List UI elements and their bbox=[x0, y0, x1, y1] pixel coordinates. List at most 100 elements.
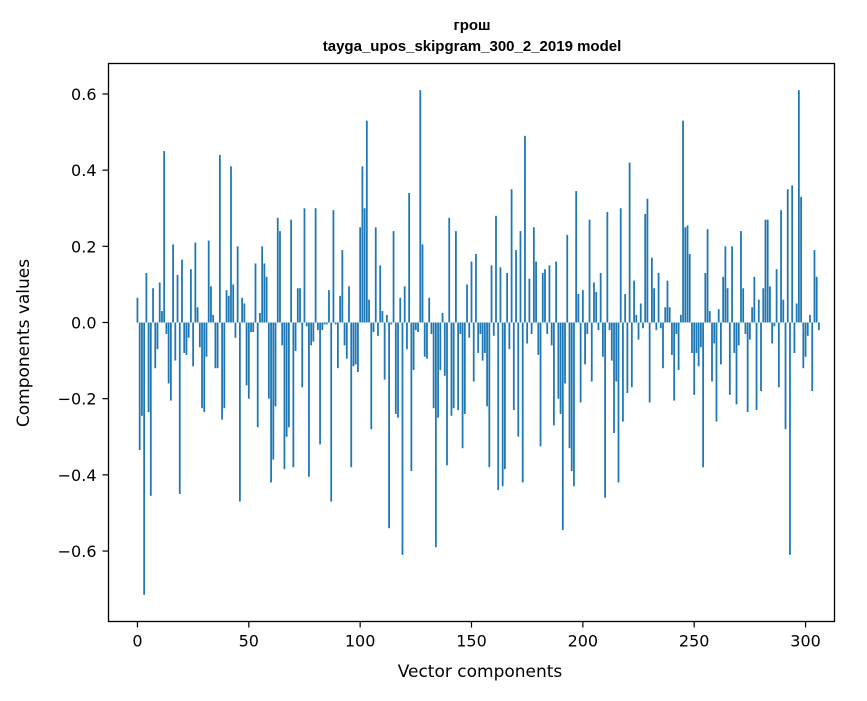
bar-0 bbox=[136, 297, 139, 323]
bar-258 bbox=[711, 322, 713, 382]
x-tick-label-150: 150 bbox=[456, 632, 487, 651]
bar-74 bbox=[301, 322, 304, 388]
bar-6 bbox=[149, 322, 152, 496]
bar-206 bbox=[595, 292, 598, 323]
bar-92 bbox=[341, 250, 344, 323]
y-tick-label-4: 0.2 bbox=[71, 237, 96, 256]
bar-217 bbox=[619, 208, 622, 323]
bar-162 bbox=[497, 322, 500, 491]
bar-202 bbox=[586, 322, 589, 334]
bar-289 bbox=[780, 210, 782, 323]
bar-279 bbox=[757, 299, 760, 323]
bar-210 bbox=[604, 322, 607, 498]
bar-103 bbox=[365, 120, 368, 323]
bar-79 bbox=[312, 322, 315, 342]
bar-1 bbox=[138, 322, 141, 451]
bar-278 bbox=[755, 322, 758, 411]
bar-125 bbox=[414, 322, 417, 331]
bar-101 bbox=[361, 166, 364, 323]
bar-36 bbox=[216, 322, 219, 369]
x-axis-label: Vector components bbox=[398, 662, 563, 682]
bar-274 bbox=[746, 322, 749, 413]
bar-69 bbox=[290, 219, 292, 323]
bar-3 bbox=[143, 322, 146, 595]
bar-73 bbox=[299, 288, 301, 323]
bar-75 bbox=[303, 208, 306, 323]
bar-240 bbox=[671, 322, 673, 355]
bar-60 bbox=[270, 322, 272, 483]
bar-232 bbox=[653, 288, 655, 323]
bar-181 bbox=[539, 322, 542, 447]
bar-287 bbox=[775, 269, 778, 323]
bar-31 bbox=[205, 322, 208, 357]
bar-134 bbox=[434, 322, 437, 548]
bar-138 bbox=[443, 322, 446, 376]
bar-184 bbox=[546, 322, 549, 334]
bar-182 bbox=[541, 272, 544, 323]
bar-187 bbox=[553, 322, 555, 426]
bar-140 bbox=[448, 217, 451, 323]
x-tick-label-200: 200 bbox=[568, 632, 599, 651]
bar-269 bbox=[735, 322, 738, 405]
bar-213 bbox=[610, 322, 613, 361]
bars-layer bbox=[136, 90, 820, 595]
bar-245 bbox=[682, 120, 684, 323]
bar-83 bbox=[321, 322, 324, 331]
bar-199 bbox=[579, 322, 582, 403]
bar-41 bbox=[227, 295, 230, 323]
bar-12 bbox=[163, 151, 166, 323]
bar-265 bbox=[726, 288, 729, 323]
bar-160 bbox=[492, 322, 495, 336]
bar-271 bbox=[740, 231, 742, 323]
bar-154 bbox=[479, 322, 482, 334]
bar-29 bbox=[201, 322, 203, 409]
bar-113 bbox=[388, 322, 390, 529]
bar-139 bbox=[446, 322, 448, 466]
bar-288 bbox=[777, 322, 780, 388]
bar-197 bbox=[575, 191, 578, 323]
bar-283 bbox=[766, 219, 769, 323]
bar-211 bbox=[606, 212, 609, 323]
bar-280 bbox=[760, 322, 762, 392]
bar-285 bbox=[771, 322, 774, 344]
bar-163 bbox=[499, 267, 502, 323]
bar-264 bbox=[724, 246, 727, 323]
bar-90 bbox=[336, 322, 339, 369]
bar-190 bbox=[559, 322, 562, 414]
bar-298 bbox=[800, 196, 802, 323]
bar-102 bbox=[363, 208, 366, 323]
bar-243 bbox=[677, 322, 680, 371]
bar-219 bbox=[624, 293, 627, 323]
bar-215 bbox=[615, 322, 618, 382]
bar-96 bbox=[350, 322, 353, 468]
bar-17 bbox=[174, 322, 177, 361]
bar-172 bbox=[519, 231, 522, 323]
bar-128 bbox=[421, 244, 424, 323]
bar-47 bbox=[241, 297, 244, 323]
bar-220 bbox=[626, 322, 629, 393]
bar-123 bbox=[410, 322, 413, 472]
plot-frame bbox=[107, 62, 836, 623]
bar-127 bbox=[419, 90, 422, 323]
bar-185 bbox=[548, 265, 551, 323]
bar-294 bbox=[791, 185, 794, 323]
bar-34 bbox=[212, 314, 215, 323]
bar-42 bbox=[230, 166, 232, 323]
bar-61 bbox=[272, 322, 275, 460]
bar-253 bbox=[699, 322, 702, 348]
bar-171 bbox=[517, 322, 520, 437]
bar-270 bbox=[737, 322, 740, 346]
bar-10 bbox=[158, 282, 161, 323]
bar-244 bbox=[679, 314, 682, 323]
bar-67 bbox=[285, 322, 288, 437]
bar-77 bbox=[308, 322, 310, 477]
bar-153 bbox=[477, 322, 480, 353]
bar-291 bbox=[784, 322, 787, 430]
y-axis-label: Components values bbox=[14, 259, 34, 427]
bar-114 bbox=[390, 322, 393, 325]
bar-152 bbox=[475, 253, 477, 323]
bar-262 bbox=[720, 322, 722, 365]
bar-4 bbox=[145, 272, 148, 323]
bar-212 bbox=[608, 322, 611, 331]
bar-30 bbox=[203, 322, 206, 413]
